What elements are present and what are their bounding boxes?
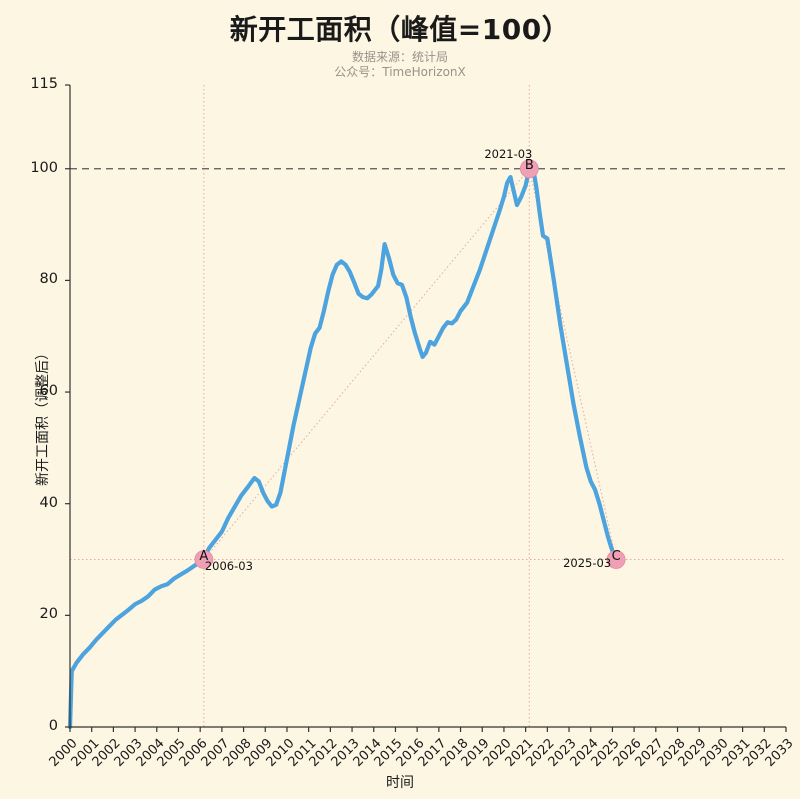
y-axis-tick-label: 40	[39, 494, 58, 511]
y-axis-tick-label: 60	[39, 383, 58, 400]
marker-letter-c: C	[611, 548, 621, 564]
y-axis-tick-label: 80	[39, 271, 58, 288]
y-axis-tick-label: 20	[39, 606, 58, 623]
marker-date-b: 2021-03	[484, 146, 533, 161]
marker-letter-b: B	[524, 157, 534, 173]
marker-date-c: 2025-03	[563, 555, 612, 570]
x-axis-label: 时间	[386, 775, 414, 791]
y-axis-tick-label: 100	[30, 159, 58, 176]
chart-subtitle: 数据来源：统计局 公众号：TimeHorizonX	[0, 50, 800, 80]
page-title: 新开工面积（峰值=100）	[229, 13, 571, 46]
marker-date-a: 2006-03	[204, 558, 253, 573]
y-axis-tick-label: 0	[48, 718, 58, 734]
y-axis-tick-label: 115	[30, 76, 58, 92]
data-source-line: 数据来源：统计局	[351, 50, 448, 64]
account-line: 公众号：TimeHorizonX	[334, 65, 466, 79]
marker-letter-a: A	[199, 548, 209, 564]
